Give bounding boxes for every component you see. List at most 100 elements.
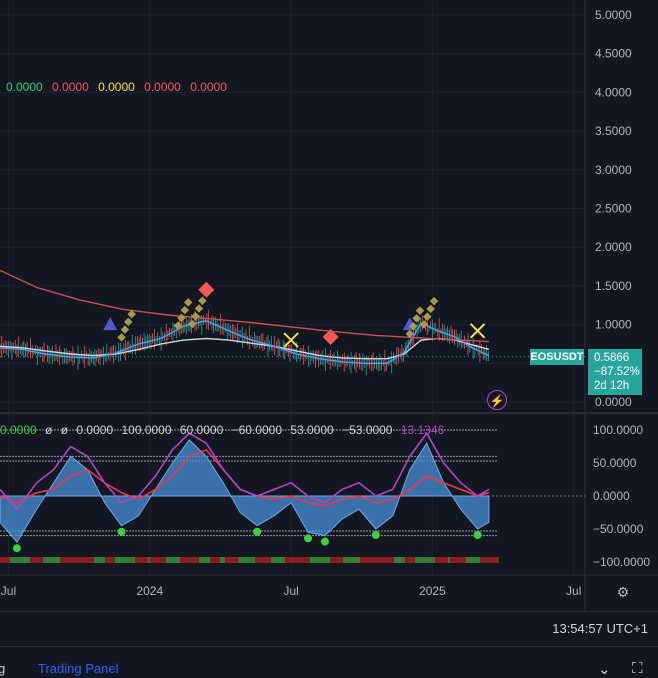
bottom-panel-bar: g Trading Panel ⌄ ⛶ <box>0 646 658 678</box>
price-tick-label: 4.5000 <box>595 47 632 61</box>
tab-left[interactable]: g <box>0 661 6 676</box>
diamond-marker <box>198 281 215 298</box>
trend-strip-segment <box>105 557 115 563</box>
diamond-marker <box>322 328 339 345</box>
osc-tick-label: −50.0000 <box>593 522 644 536</box>
trend-strip-segment <box>210 557 220 563</box>
osc-area <box>0 439 490 544</box>
legend-value: 0.0000 <box>52 80 89 94</box>
osc-tick-label: −100.0000 <box>593 555 650 569</box>
trend-strip-segment <box>75 557 94 563</box>
trend-strip-segment <box>180 557 199 563</box>
small-diamond-marker <box>187 319 197 329</box>
small-diamond-marker <box>183 298 193 307</box>
legend-value: 0.0000 <box>6 80 43 94</box>
osc-line <box>0 431 490 511</box>
grid <box>0 0 658 611</box>
trend-strip-segment <box>60 557 76 563</box>
last-price-box: 0.5866 −87.52% 2d 12h <box>588 349 642 395</box>
price-tick-label: 3.0000 <box>595 163 632 177</box>
price-tick-label: 2.0000 <box>595 240 632 254</box>
osc-value: −53.0000 <box>342 423 393 437</box>
small-diamond-marker <box>415 306 425 315</box>
time-tick-label: Jul <box>283 584 298 598</box>
osc-value: 53.0000 <box>290 423 334 437</box>
trend-strip-segment <box>330 557 343 563</box>
price-tick-label: 4.0000 <box>595 85 632 99</box>
small-diamond-marker <box>423 312 432 321</box>
osc-value: 13.1346 <box>400 423 445 437</box>
price-tick-label: 0.0000 <box>595 395 632 409</box>
osc-tick-label: 50.0000 <box>593 456 637 470</box>
triangle-marker <box>103 317 118 331</box>
price-tick-label: 5.0000 <box>595 8 632 22</box>
small-diamond-marker <box>177 313 186 323</box>
small-diamond-marker <box>408 321 418 331</box>
time-tick-label: Jul <box>1 584 16 598</box>
signal-dot <box>321 537 329 546</box>
signal-dot <box>117 527 126 536</box>
small-diamond-marker <box>173 321 183 330</box>
trend-strip-segment <box>30 557 43 563</box>
small-diamond-marker <box>426 304 435 314</box>
osc-value: ø <box>60 423 69 437</box>
chart-canvas[interactable]: 5.0000 4.5000 4.0000 3.5000 3.0000 2.5000 2.00… <box>0 0 658 611</box>
indicator-values-top: 0.0000 0.0000 0.0000 0.0000 0.0000 <box>6 80 233 94</box>
osc-value: 60.0000 <box>179 423 224 437</box>
oscillator-pane <box>0 429 585 563</box>
trend-strip-segment <box>405 557 415 563</box>
osc-value: −60.0000 <box>231 423 282 437</box>
small-diamond-marker <box>180 305 190 315</box>
trend-strip-segment <box>300 557 310 563</box>
trend-strip-segment <box>360 557 376 563</box>
small-diamond-marker <box>127 309 136 319</box>
small-diamond-marker <box>198 296 207 306</box>
price-line <box>0 269 489 343</box>
fullscreen-icon[interactable]: ⛶ <box>632 660 643 677</box>
time-tick-label: 2024 <box>136 584 163 598</box>
price-tick-label: 2.5000 <box>595 202 632 216</box>
trend-strip-segment <box>450 557 466 563</box>
oscillator-axis[interactable]: 100.0000 50.0000 0.0000 −50.0000 −100.0000 <box>593 423 650 569</box>
symbol-label: EOSUSDT <box>530 349 584 365</box>
clock[interactable]: 13:54:57 UTC+1 <box>552 621 648 636</box>
osc-tick-label: 0.0000 <box>593 489 630 503</box>
trend-strip-segment <box>0 557 10 563</box>
small-diamond-marker <box>412 314 421 323</box>
small-diamond-marker <box>120 325 130 334</box>
time-tick-label: 2025 <box>419 584 446 598</box>
signal-dot <box>371 531 380 539</box>
small-diamond-marker <box>191 312 200 321</box>
cross-marker <box>283 332 299 348</box>
time-tick-label: Jul <box>566 584 581 598</box>
minimize-icon[interactable]: ⌄ <box>598 661 611 678</box>
time-axis[interactable]: Jul 2024 Jul 2025 Jul <box>1 584 582 598</box>
gear-icon[interactable]: ⚙ <box>616 584 630 600</box>
small-diamond-marker <box>405 329 415 339</box>
legend-value: 0.0000 <box>98 80 135 94</box>
oscillator-legend: 0.0000 ø ø 0.0000 100.0000 60.0000 −60.0… <box>0 423 449 437</box>
cross-marker <box>469 323 486 339</box>
price-tick-label: 1.0000 <box>595 318 632 332</box>
trend-strip-segment <box>435 557 448 563</box>
price-tick-label: 3.5000 <box>595 124 632 138</box>
status-bar: 13:54:57 UTC+1 <box>0 611 658 646</box>
trend-strip-segment <box>150 557 166 563</box>
trend-strip <box>0 557 498 563</box>
price-change: −87.52% <box>594 366 640 378</box>
lightning-icon[interactable]: ⚡ <box>487 390 507 410</box>
small-diamond-marker <box>194 304 204 313</box>
osc-value: ø <box>45 423 53 437</box>
signal-dot <box>253 527 262 536</box>
trend-strip-segment <box>225 557 238 563</box>
signal-dot <box>304 534 313 543</box>
legend-value: 0.0000 <box>190 80 227 94</box>
osc-value: 0.0000 <box>0 423 37 437</box>
trend-strip-segment <box>480 557 499 563</box>
small-diamond-marker <box>117 333 126 342</box>
trend-strip-segment <box>375 557 394 563</box>
tab-trading-panel[interactable]: Trading Panel <box>38 661 119 676</box>
osc-value: 100.0000 <box>121 423 172 437</box>
signal-markers <box>103 281 486 348</box>
small-diamond-marker <box>429 296 439 306</box>
